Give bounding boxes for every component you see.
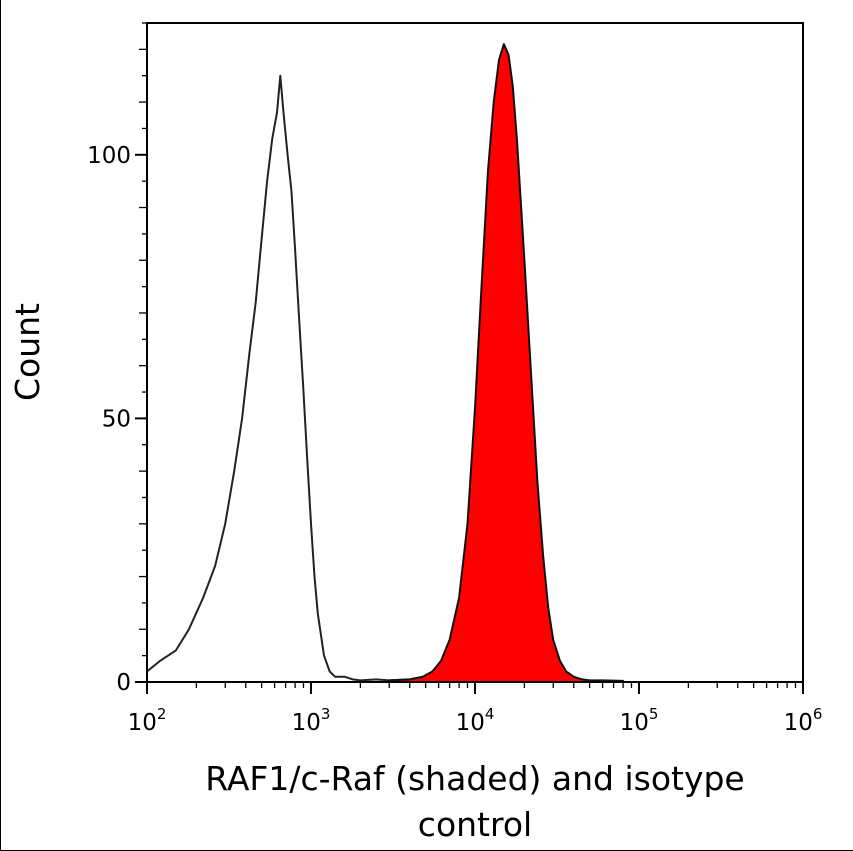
x-tick-label: 102 [128,705,167,736]
x-tick-label: 106 [784,705,823,736]
chart-marks [146,43,625,683]
x-axis: 102 103 104 105 106 [128,682,823,736]
y-tick-label: 0 [116,670,131,696]
x-tick-label: 104 [456,705,495,736]
x-tick-label: 103 [292,705,331,736]
y-tick-label: 50 [102,406,131,432]
y-tick-label: 100 [87,143,131,169]
x-axis-title-line-1: RAF1/c-Raf (shaded) and isotype [205,759,744,798]
x-tick-label: 105 [620,705,659,736]
y-axis-title: Count [8,303,47,401]
x-axis-title-line-2: control [418,805,532,844]
series-0-outline-histogram [146,74,410,682]
series-1-filled-histogram [388,43,625,683]
y-axis: 0 50 100 [87,22,147,696]
